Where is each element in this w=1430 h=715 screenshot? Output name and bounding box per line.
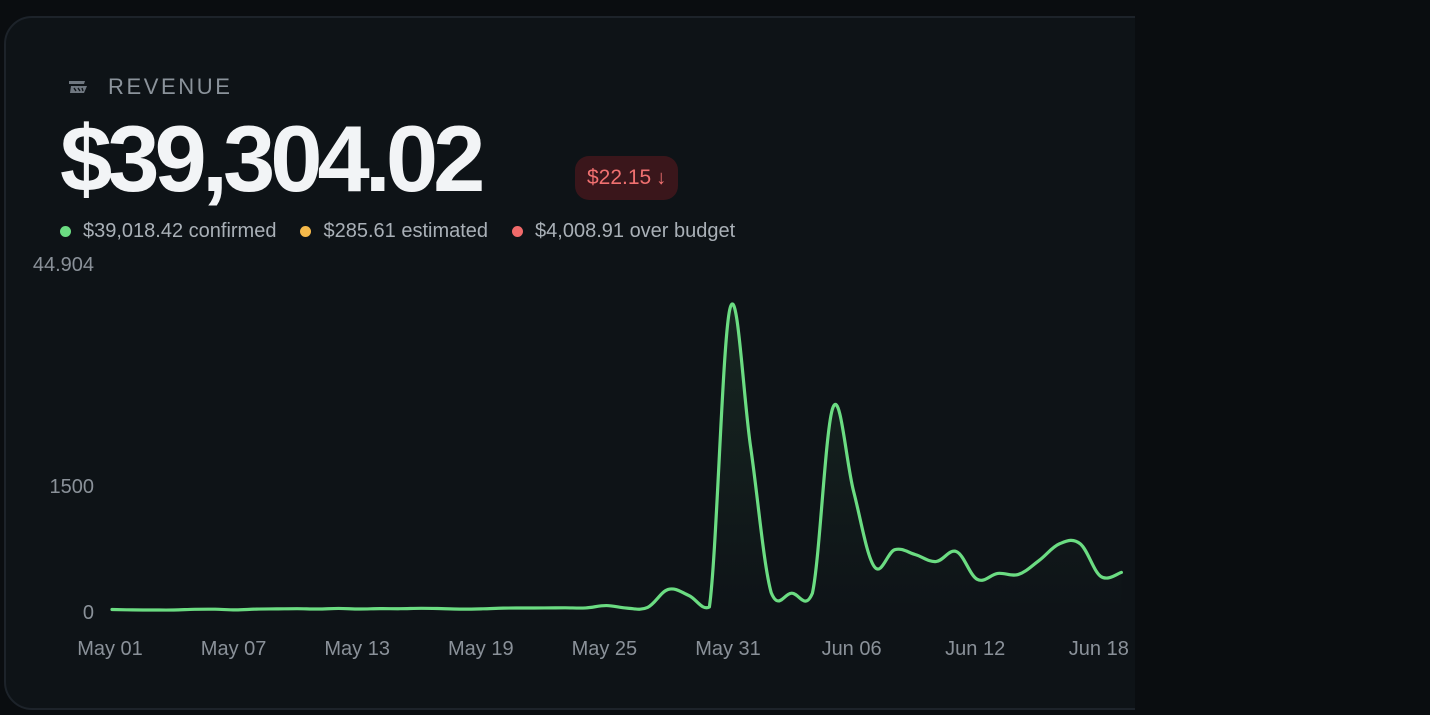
clipped-region [1135, 0, 1430, 715]
delta-value: $22.15 [587, 166, 652, 189]
legend-label: $39,018.42 confirmed [83, 220, 277, 242]
y-tick-label: 44.904 [33, 254, 94, 276]
x-tick-label: May 19 [448, 638, 514, 660]
legend-item-over-budget: $4,008.91 over budget [512, 220, 735, 243]
series-layer [110, 302, 1123, 612]
x-tick-label: May 01 [77, 638, 143, 660]
legend-dot [300, 226, 312, 237]
legend-dot [512, 226, 524, 237]
card-header: REVENUE [66, 70, 233, 104]
x-tick-label: Jun 12 [945, 638, 1005, 660]
revenue-flag-icon [69, 81, 87, 93]
x-tick-label: Jun 06 [822, 638, 882, 660]
x-tick-label: May 13 [324, 638, 390, 660]
legend-label: $285.61 estimated [323, 220, 489, 242]
legend-item-estimated: $285.61 estimated [300, 220, 488, 243]
chart-legend: $39,018.42 confirmed $285.61 estimated $… [60, 220, 759, 243]
section-label: REVENUE [108, 74, 233, 99]
x-tick-label: May 25 [572, 638, 638, 660]
legend-item-confirmed: $39,018.42 confirmed [60, 220, 276, 243]
series-line [110, 302, 1123, 612]
x-tick-label: Jun 18 [1069, 638, 1129, 660]
series-area [112, 303, 1122, 611]
revenue-card: REVENUE $39,304.02 $22.15 ↓ $39,018.42 c… [4, 16, 1174, 710]
y-tick-label: 0 [83, 602, 94, 624]
legend-dot [60, 226, 71, 237]
total-revenue: $39,304.02 [60, 106, 485, 211]
y-tick-label: 1500 [50, 476, 95, 498]
legend-label: $4,008.91 over budget [535, 220, 736, 242]
y-axis: 44.904 1500 0 [33, 254, 94, 624]
delta-badge: $22.15 ↓ [575, 156, 679, 200]
arrow-down-icon: ↓ [656, 166, 667, 189]
x-tick-label: May 31 [695, 638, 761, 660]
x-axis: May 01 May 07 May 13 May 19 May 25 May 31 Jun … [77, 638, 1129, 660]
x-tick-label: May 07 [201, 638, 267, 660]
